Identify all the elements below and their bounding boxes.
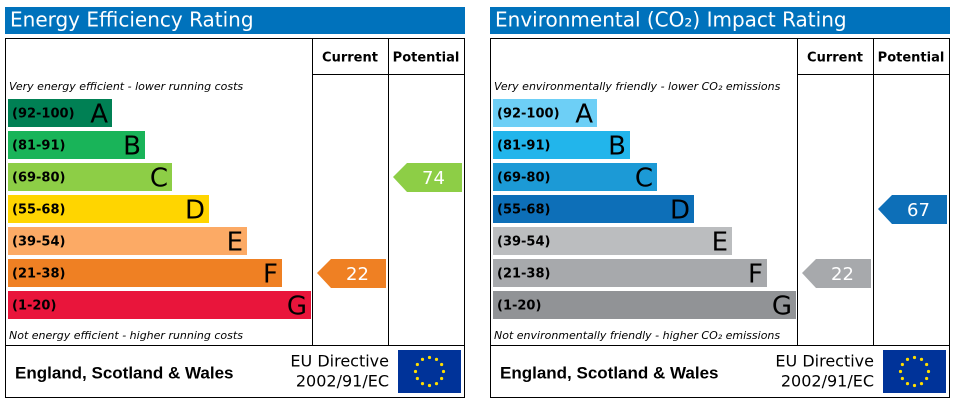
eu-star bbox=[900, 376, 904, 381]
rating-arrow bbox=[802, 259, 871, 288]
eu-star bbox=[919, 357, 924, 361]
bottom-note: Not energy efficient - higher running co… bbox=[9, 329, 243, 342]
rating-band bbox=[8, 259, 282, 287]
footer-directive: EU Directive bbox=[775, 352, 874, 371]
rating-band bbox=[493, 131, 630, 159]
band-letter: D bbox=[670, 196, 690, 226]
eu-star bbox=[898, 369, 903, 374]
band-range: (81-91) bbox=[12, 139, 65, 154]
eu-star bbox=[420, 357, 425, 361]
footer-directive: 2002/91/EC bbox=[296, 372, 389, 391]
eu-star bbox=[440, 362, 444, 367]
eu-star bbox=[427, 355, 432, 360]
band-letter: C bbox=[150, 164, 168, 194]
column-header: Potential bbox=[878, 51, 945, 66]
band-range: (55-68) bbox=[497, 203, 550, 218]
top-note: Very energy efficient - lower running co… bbox=[9, 80, 243, 93]
eu-star bbox=[434, 382, 439, 386]
band-range: (92-100) bbox=[497, 107, 560, 122]
band-letter: A bbox=[575, 100, 593, 130]
band-range: (55-68) bbox=[12, 203, 65, 218]
band-range: (39-54) bbox=[12, 235, 65, 250]
rating-band bbox=[8, 291, 311, 319]
band-letter: G bbox=[287, 292, 307, 322]
band-range: (39-54) bbox=[497, 235, 550, 250]
rating-value: 22 bbox=[346, 264, 369, 285]
footer-directive: 2002/91/EC bbox=[781, 372, 874, 391]
panel-title: Energy Efficiency Rating bbox=[10, 8, 254, 32]
rating-band bbox=[8, 99, 112, 127]
band-range: (1-20) bbox=[497, 299, 541, 314]
rating-value: 67 bbox=[907, 200, 930, 221]
rating-band bbox=[8, 195, 209, 223]
eu-star bbox=[420, 382, 425, 386]
band-letter: G bbox=[772, 292, 792, 322]
rating-band bbox=[8, 131, 145, 159]
eu-star bbox=[919, 382, 924, 386]
footer-region: England, Scotland & Wales bbox=[500, 363, 719, 382]
band-letter: E bbox=[712, 228, 728, 258]
bottom-note: Not environmentally friendly - higher CO… bbox=[494, 329, 780, 342]
band-letter: E bbox=[227, 228, 243, 258]
rating-arrow bbox=[393, 163, 462, 192]
rating-band bbox=[493, 291, 796, 319]
eu-star bbox=[900, 362, 904, 367]
rating-band bbox=[493, 163, 657, 191]
eu-star bbox=[434, 357, 439, 361]
band-letter: A bbox=[90, 100, 108, 130]
band-range: (69-80) bbox=[12, 171, 65, 186]
eu-star bbox=[415, 362, 419, 367]
panel-title: Environmental (CO₂) Impact Rating bbox=[495, 8, 847, 32]
footer-region: England, Scotland & Wales bbox=[15, 363, 234, 382]
eu-star bbox=[905, 357, 910, 361]
rating-arrow bbox=[317, 259, 386, 288]
column-header: Potential bbox=[393, 51, 460, 66]
column-header: Current bbox=[807, 51, 863, 66]
band-range: (21-38) bbox=[497, 267, 550, 282]
eu-star bbox=[440, 376, 444, 381]
rating-band bbox=[493, 259, 767, 287]
band-letter: C bbox=[635, 164, 653, 194]
eu-star bbox=[912, 355, 917, 360]
rating-arrow bbox=[878, 195, 947, 224]
rating-band bbox=[8, 163, 172, 191]
rating-value: 22 bbox=[831, 264, 854, 285]
band-range: (92-100) bbox=[12, 107, 75, 122]
band-range: (21-38) bbox=[12, 267, 65, 282]
rating-band bbox=[493, 195, 694, 223]
eu-star bbox=[925, 376, 929, 381]
band-letter: B bbox=[608, 132, 626, 162]
eu-star bbox=[926, 369, 931, 374]
rating-band bbox=[8, 227, 247, 255]
rating-value: 74 bbox=[422, 168, 445, 189]
eu-star bbox=[905, 382, 910, 386]
rating-band bbox=[493, 99, 597, 127]
title-bar bbox=[5, 7, 465, 34]
eu-star bbox=[427, 383, 432, 388]
band-letter: B bbox=[123, 132, 141, 162]
band-range: (1-20) bbox=[12, 299, 56, 314]
band-letter: F bbox=[263, 260, 278, 290]
eu-star bbox=[413, 369, 418, 374]
band-letter: D bbox=[185, 196, 205, 226]
eu-star bbox=[925, 362, 929, 367]
band-letter: F bbox=[748, 260, 763, 290]
column-header: Current bbox=[322, 51, 378, 66]
panel-frame bbox=[490, 38, 950, 398]
title-bar bbox=[490, 7, 950, 34]
panel-frame bbox=[5, 38, 465, 398]
eu-star bbox=[441, 369, 446, 374]
footer-directive: EU Directive bbox=[290, 352, 389, 371]
top-note: Very environmentally friendly - lower CO… bbox=[494, 80, 781, 93]
band-range: (69-80) bbox=[497, 171, 550, 186]
eu-star bbox=[912, 383, 917, 388]
eu-star bbox=[415, 376, 419, 381]
band-range: (81-91) bbox=[497, 139, 550, 154]
rating-band bbox=[493, 227, 732, 255]
